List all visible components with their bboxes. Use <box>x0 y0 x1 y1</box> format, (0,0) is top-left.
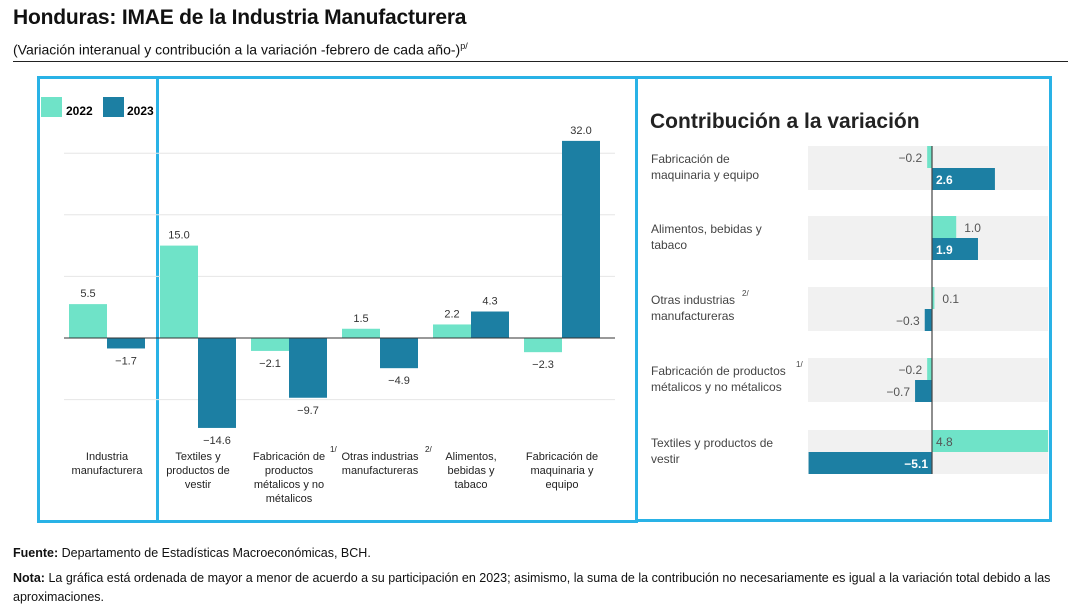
bar-2023 <box>471 311 509 338</box>
data-label-2023: −9.7 <box>297 405 319 417</box>
row-band <box>808 216 1048 260</box>
data-label-2022: −2.1 <box>259 358 281 370</box>
data-label-2023: −14.6 <box>203 435 231 447</box>
source-label: Fuente: <box>13 546 59 560</box>
row-label: Textiles y productos de vestir <box>651 436 773 466</box>
data-label-2023: 4.3 <box>482 296 497 308</box>
category-label: Fabricación de maquinaria y equipo <box>526 451 598 491</box>
page-subtitle: (Variación interanual y contribución a l… <box>13 41 468 58</box>
data-label-2023: −1.7 <box>115 355 137 367</box>
data-label-2022: 2.2 <box>444 308 459 320</box>
category-label: Textiles y productos de vestir <box>166 451 230 491</box>
category-superscript: 1/ <box>330 445 337 454</box>
data-label-2023: −0.7 <box>886 385 910 399</box>
bar-2022 <box>524 338 562 353</box>
data-label-2022: 5.5 <box>80 288 95 300</box>
row-label: Fabricación de maquinaria y equipo <box>651 152 759 182</box>
note-text: La gráfica está ordenada de mayor a meno… <box>13 571 1051 604</box>
data-label-2022: 4.8 <box>936 435 953 449</box>
title-rule <box>13 61 1068 62</box>
data-label-2023: −4.9 <box>388 375 410 387</box>
row-label: Alimentos, bebidas y tabaco <box>651 222 762 252</box>
source-text: Departamento de Estadísticas Macroeconóm… <box>61 546 371 560</box>
data-label-2022: 1.5 <box>353 313 368 325</box>
bar-2023 <box>289 338 327 398</box>
bar-2023 <box>107 338 145 349</box>
category-label: Otras industrias manufactureras <box>341 451 419 477</box>
subtitle-text: (Variación interanual y contribución a l… <box>13 41 461 58</box>
source-note: Fuente: Departamento de Estadísticas Mac… <box>13 544 1058 563</box>
bar-2022 <box>932 430 1049 452</box>
bar-2023 <box>932 168 995 190</box>
category-label: Fabricación de productos métalicos y no mét… <box>253 451 325 505</box>
bar-2022 <box>160 245 198 338</box>
bar-2022 <box>932 216 957 238</box>
data-label-2023: −0.3 <box>896 314 920 328</box>
data-label-2022: 15.0 <box>168 230 189 242</box>
data-label-2022: 1.0 <box>964 221 981 235</box>
category-label: Alimentos, bebidas y tabaco <box>445 451 496 491</box>
bar-2022 <box>932 287 935 309</box>
contribution-title: Contribución a la variación <box>650 110 920 133</box>
data-label-2023: 32.0 <box>570 125 591 137</box>
bar-2023 <box>562 140 600 338</box>
category-superscript: 2/ <box>425 445 432 454</box>
bar-2023 <box>198 338 236 428</box>
subtitle-superscript: p/ <box>460 41 468 51</box>
legend-label-2023: 2023 <box>127 104 154 118</box>
bar-2022 <box>342 328 380 338</box>
bar-2022 <box>927 358 932 380</box>
legend-swatch-2022 <box>41 97 62 117</box>
data-label-2023: 2.6 <box>936 173 953 187</box>
data-label-2022: −0.2 <box>898 363 922 377</box>
bar-2023 <box>915 380 932 402</box>
bar-2022 <box>251 338 289 351</box>
bar-2022 <box>433 324 471 338</box>
note-label: Nota: <box>13 571 45 585</box>
bar-2022 <box>69 304 107 338</box>
bar-2023 <box>932 238 978 260</box>
row-label: Fabricación de productos métalicos y no m… <box>651 364 786 394</box>
data-label-2022: 0.1 <box>942 292 959 306</box>
bar-2023 <box>808 452 932 474</box>
row-superscript: 2/ <box>742 289 749 298</box>
bar-2022 <box>927 146 932 168</box>
row-superscript: 1/ <box>796 360 803 369</box>
page-title: Honduras: IMAE de la Industria Manufactu… <box>13 6 467 29</box>
bar-2023 <box>380 338 418 369</box>
data-label-2022: −2.3 <box>532 359 554 371</box>
row-label: Otras industrias manufactureras <box>651 293 735 323</box>
bar-2023 <box>924 309 932 331</box>
legend-label-2022: 2022 <box>66 104 93 118</box>
frame-contribution <box>635 76 1052 522</box>
category-label: Industria manufacturera <box>72 451 144 477</box>
data-label-2023: 1.9 <box>936 243 953 257</box>
data-label-2022: −0.2 <box>898 151 922 165</box>
note: Nota: La gráfica está ordenada de mayor … <box>13 569 1058 607</box>
legend-swatch-2023 <box>103 97 124 117</box>
data-label-2023: −5.1 <box>904 457 928 471</box>
